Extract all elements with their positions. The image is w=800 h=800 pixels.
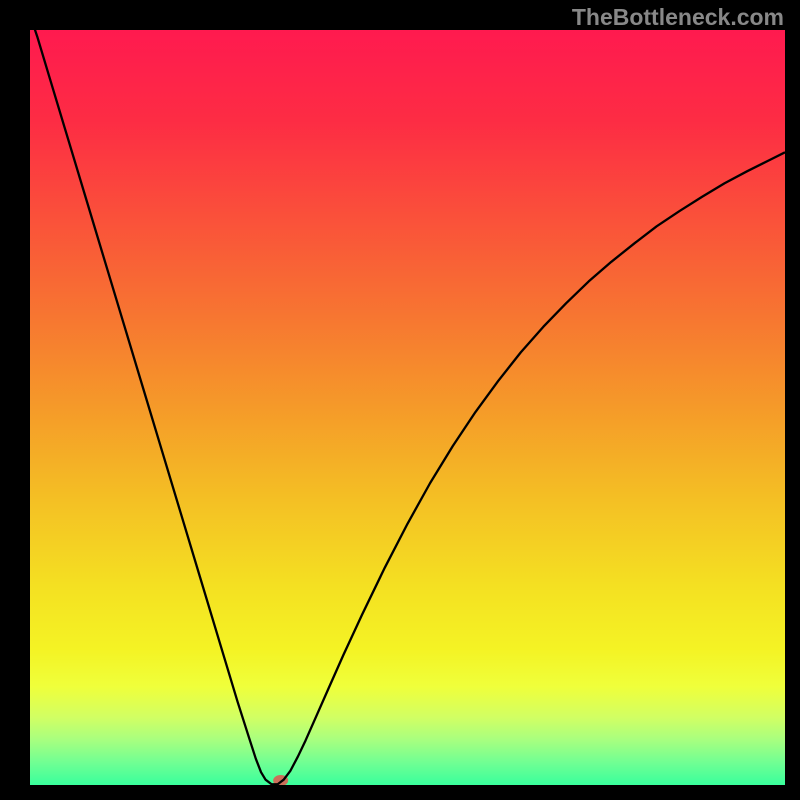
- chart-background: [30, 30, 785, 785]
- watermark-text: TheBottleneck.com: [572, 4, 784, 31]
- chart-plot-area: [30, 30, 785, 785]
- chart-svg: [30, 30, 785, 785]
